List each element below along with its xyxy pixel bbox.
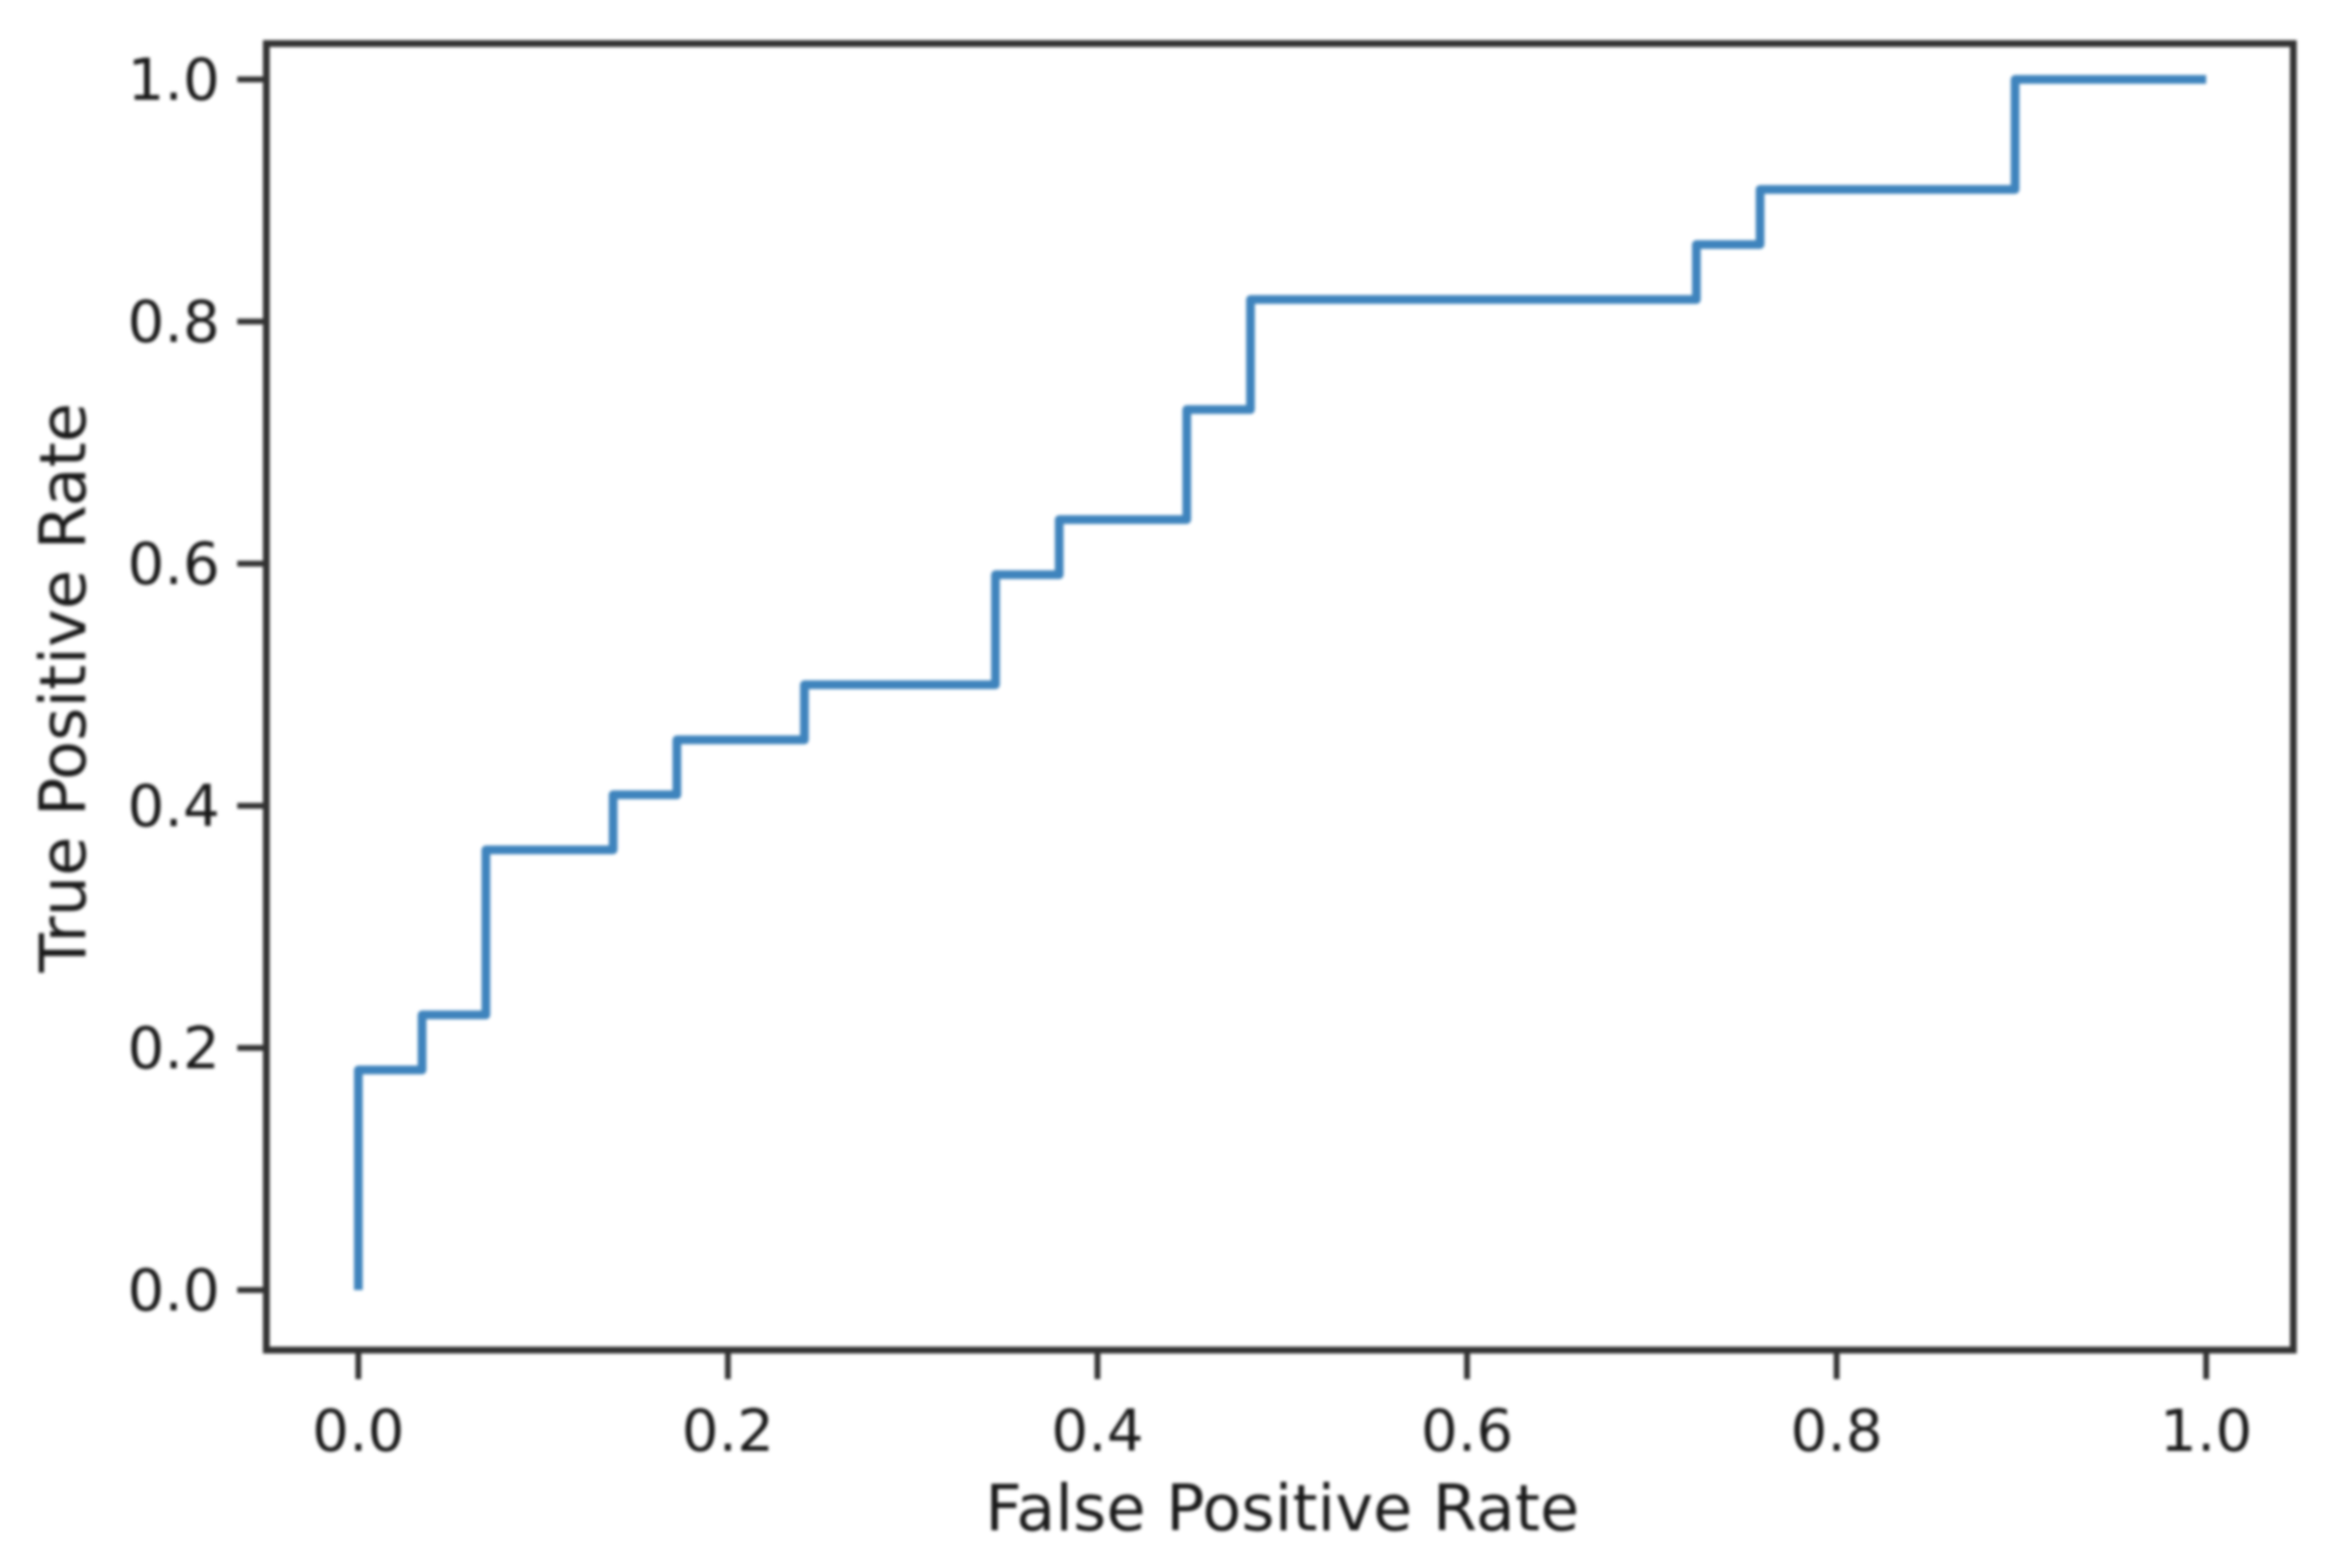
x-tick-label: 1.0 [2160,1398,2252,1465]
y-tick-label: 1.0 [128,46,220,114]
roc-curve [353,75,2206,1290]
x-axis-ticks: 0.0 0.2 0.4 0.6 0.8 1.0 [312,1350,2253,1465]
y-axis-ticks: 0.0 0.2 0.4 0.6 0.8 1.0 [128,46,266,1325]
plot-area [262,40,2297,1354]
y-axis-title: True Positive Rate [26,403,101,973]
y-tick-label: 0.8 [128,289,220,356]
y-tick-label: 0.4 [128,773,220,841]
x-tick-label: 0.8 [1791,1398,1883,1465]
roc-curve-group [353,75,2206,1290]
x-tick-label: 0.2 [682,1398,774,1465]
x-tick-label: 0.4 [1051,1398,1143,1465]
y-tick-label: 0.0 [128,1257,220,1325]
y-tick-label: 0.2 [128,1015,220,1083]
x-axis-title: False Positive Rate [985,1471,1579,1546]
y-tick-label: 0.6 [128,531,220,599]
x-tick-label: 0.6 [1421,1398,1513,1465]
x-tick-label: 0.0 [312,1398,404,1465]
